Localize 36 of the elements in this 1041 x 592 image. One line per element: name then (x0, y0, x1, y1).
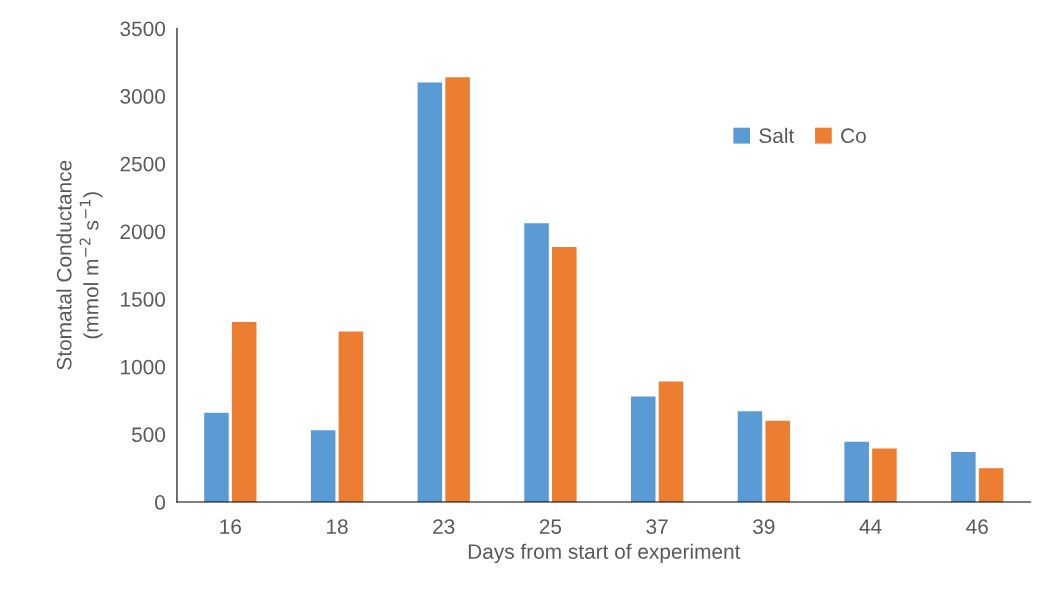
y-tick-label: 0 (155, 495, 166, 510)
y-tick-label: 500 (131, 427, 166, 443)
legend-label: Salt (759, 127, 795, 144)
bar (765, 420, 790, 503)
bar (231, 322, 257, 503)
x-tick-label: 44 (859, 519, 882, 534)
bar (951, 451, 976, 503)
bar (978, 468, 1004, 503)
y-tick-label: 3000 (120, 89, 166, 104)
x-tick-label: 18 (327, 519, 348, 534)
bar (445, 77, 470, 503)
bar (524, 223, 549, 503)
y-tick-label: 2500 (120, 156, 166, 172)
x-axis-title: Days from start of experiment (468, 543, 741, 564)
bar (310, 430, 336, 503)
bar (737, 411, 763, 503)
x-tick-label: 25 (539, 519, 562, 534)
legend-label: Co (841, 128, 866, 144)
y-tick-label: 1000 (121, 359, 166, 375)
y-axis-title: Stomatal Conductance (mmol m$^{−2}$ s$^{−1}$) (56, 160, 103, 370)
y-tick-label: 1500 (121, 292, 166, 307)
y-tick-label: 2000 (120, 224, 166, 240)
bar (204, 412, 229, 503)
x-tick-label: 39 (753, 519, 775, 534)
y-tick-label: 3500 (120, 21, 166, 37)
x-tick-label: 46 (966, 519, 988, 534)
bar (552, 246, 577, 503)
bar (658, 381, 684, 503)
x-tick-label: 16 (220, 519, 241, 534)
x-tick-label: 23 (433, 519, 455, 534)
bar (338, 331, 364, 503)
bar (417, 82, 443, 503)
bar (844, 441, 869, 503)
bar (630, 396, 656, 503)
x-tick-label: 37 (646, 519, 668, 534)
bar (872, 448, 897, 503)
